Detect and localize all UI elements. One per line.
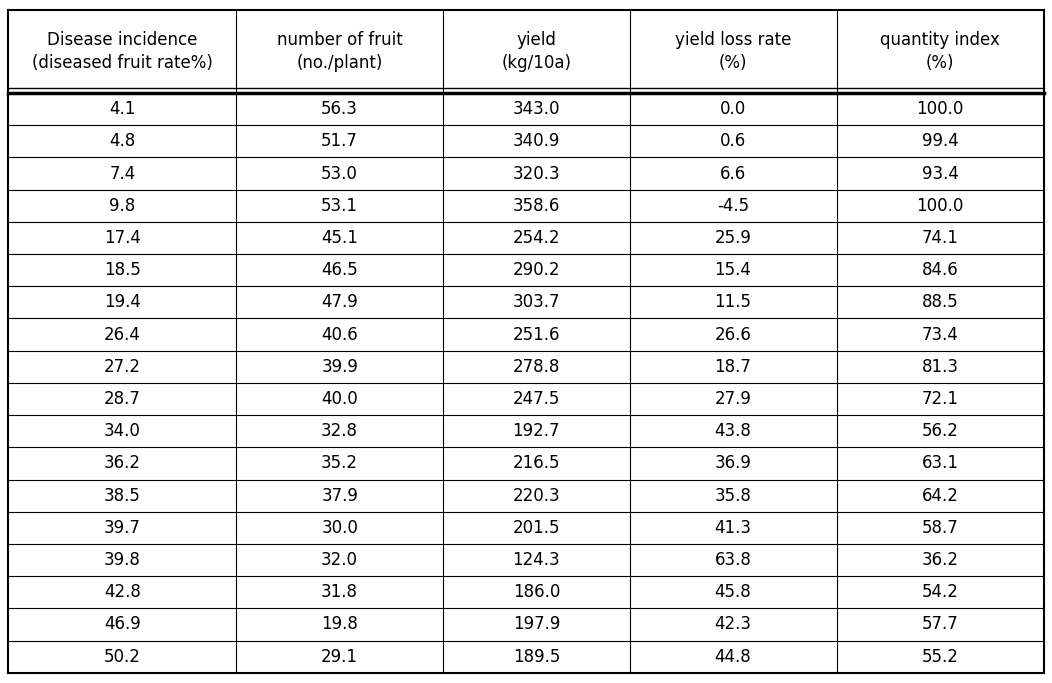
Text: 290.2: 290.2 xyxy=(512,261,560,279)
Text: 40.6: 40.6 xyxy=(321,326,358,344)
Text: 9.8: 9.8 xyxy=(109,197,136,214)
Text: 57.7: 57.7 xyxy=(922,615,958,633)
Text: 64.2: 64.2 xyxy=(922,486,958,505)
Text: 320.3: 320.3 xyxy=(512,165,560,182)
Text: 31.8: 31.8 xyxy=(321,583,358,601)
Text: 63.1: 63.1 xyxy=(922,454,958,473)
Text: number of fruit
(no./plant): number of fruit (no./plant) xyxy=(277,31,403,72)
Text: 251.6: 251.6 xyxy=(512,326,560,344)
Text: 11.5: 11.5 xyxy=(714,294,751,311)
Text: 56.2: 56.2 xyxy=(922,422,958,441)
Text: 25.9: 25.9 xyxy=(714,229,751,247)
Text: 45.8: 45.8 xyxy=(714,583,751,601)
Text: 340.9: 340.9 xyxy=(512,133,560,150)
Text: 53.1: 53.1 xyxy=(321,197,358,214)
Text: 45.1: 45.1 xyxy=(321,229,358,247)
Text: 84.6: 84.6 xyxy=(922,261,958,279)
Text: 42.3: 42.3 xyxy=(714,615,751,633)
Text: 42.8: 42.8 xyxy=(104,583,141,601)
Text: 81.3: 81.3 xyxy=(922,358,958,376)
Text: 28.7: 28.7 xyxy=(104,390,141,408)
Text: 15.4: 15.4 xyxy=(714,261,751,279)
Text: 6.6: 6.6 xyxy=(720,165,746,182)
Text: 56.3: 56.3 xyxy=(321,100,358,118)
Text: 278.8: 278.8 xyxy=(512,358,560,376)
Text: 186.0: 186.0 xyxy=(512,583,560,601)
Text: 73.4: 73.4 xyxy=(922,326,958,344)
Text: 43.8: 43.8 xyxy=(714,422,751,441)
Text: 46.5: 46.5 xyxy=(321,261,358,279)
Text: 74.1: 74.1 xyxy=(922,229,958,247)
Text: 55.2: 55.2 xyxy=(922,647,958,666)
Text: 124.3: 124.3 xyxy=(512,551,560,569)
Text: yield
(kg/10a): yield (kg/10a) xyxy=(502,31,571,72)
Text: 54.2: 54.2 xyxy=(922,583,958,601)
Text: 37.9: 37.9 xyxy=(321,486,358,505)
Text: 358.6: 358.6 xyxy=(512,197,560,214)
Text: 39.8: 39.8 xyxy=(104,551,141,569)
Text: 7.4: 7.4 xyxy=(109,165,136,182)
Text: 93.4: 93.4 xyxy=(922,165,958,182)
Text: 32.0: 32.0 xyxy=(321,551,358,569)
Text: 39.7: 39.7 xyxy=(104,519,141,537)
Text: 303.7: 303.7 xyxy=(512,294,560,311)
Text: 27.2: 27.2 xyxy=(104,358,141,376)
Text: 27.9: 27.9 xyxy=(714,390,751,408)
Text: 41.3: 41.3 xyxy=(714,519,751,537)
Text: 0.0: 0.0 xyxy=(720,100,746,118)
Text: 220.3: 220.3 xyxy=(512,486,560,505)
Text: 63.8: 63.8 xyxy=(714,551,751,569)
Text: 46.9: 46.9 xyxy=(104,615,141,633)
Text: 40.0: 40.0 xyxy=(321,390,358,408)
Text: 100.0: 100.0 xyxy=(916,100,964,118)
Text: 189.5: 189.5 xyxy=(512,647,560,666)
Text: 192.7: 192.7 xyxy=(512,422,560,441)
Text: 36.9: 36.9 xyxy=(714,454,751,473)
Text: 51.7: 51.7 xyxy=(321,133,358,150)
Text: 26.4: 26.4 xyxy=(104,326,141,344)
Text: 36.2: 36.2 xyxy=(104,454,141,473)
Text: quantity index
(%): quantity index (%) xyxy=(881,31,1000,72)
Text: 197.9: 197.9 xyxy=(512,615,560,633)
Text: 0.6: 0.6 xyxy=(720,133,746,150)
Text: yield loss rate
(%): yield loss rate (%) xyxy=(674,31,791,72)
Text: 19.4: 19.4 xyxy=(104,294,141,311)
Text: 35.8: 35.8 xyxy=(714,486,751,505)
Text: 53.0: 53.0 xyxy=(321,165,358,182)
Text: 247.5: 247.5 xyxy=(512,390,560,408)
Text: 343.0: 343.0 xyxy=(512,100,560,118)
Text: 88.5: 88.5 xyxy=(922,294,958,311)
Text: 26.6: 26.6 xyxy=(714,326,751,344)
Text: 44.8: 44.8 xyxy=(714,647,751,666)
Text: 35.2: 35.2 xyxy=(321,454,358,473)
Text: 4.8: 4.8 xyxy=(109,133,136,150)
Text: 30.0: 30.0 xyxy=(321,519,358,537)
Text: 100.0: 100.0 xyxy=(916,197,964,214)
Text: 39.9: 39.9 xyxy=(321,358,358,376)
Text: 99.4: 99.4 xyxy=(922,133,958,150)
Text: 32.8: 32.8 xyxy=(321,422,358,441)
Text: 36.2: 36.2 xyxy=(922,551,958,569)
Text: 201.5: 201.5 xyxy=(512,519,560,537)
Text: 50.2: 50.2 xyxy=(104,647,141,666)
Text: 19.8: 19.8 xyxy=(321,615,358,633)
Text: 38.5: 38.5 xyxy=(104,486,141,505)
Text: 254.2: 254.2 xyxy=(512,229,560,247)
Text: 18.7: 18.7 xyxy=(714,358,751,376)
Text: 34.0: 34.0 xyxy=(104,422,141,441)
Text: 216.5: 216.5 xyxy=(512,454,560,473)
Text: 4.1: 4.1 xyxy=(109,100,136,118)
Text: Disease incidence
(diseased fruit rate%): Disease incidence (diseased fruit rate%) xyxy=(32,31,213,72)
Text: 72.1: 72.1 xyxy=(922,390,958,408)
Text: 17.4: 17.4 xyxy=(104,229,141,247)
Text: 58.7: 58.7 xyxy=(922,519,958,537)
Text: 47.9: 47.9 xyxy=(321,294,358,311)
Text: 29.1: 29.1 xyxy=(321,647,358,666)
Text: -4.5: -4.5 xyxy=(717,197,749,214)
Text: 18.5: 18.5 xyxy=(104,261,141,279)
